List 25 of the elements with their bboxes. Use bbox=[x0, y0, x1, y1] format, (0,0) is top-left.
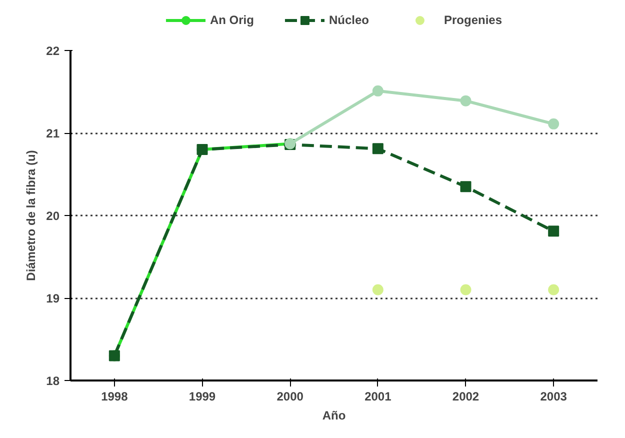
legend-label: Progenies bbox=[444, 13, 502, 27]
point bbox=[460, 284, 472, 296]
legend-label: Núcleo bbox=[328, 13, 369, 27]
y-axis-title: Diámetro de la fibra (u) bbox=[24, 150, 38, 281]
y-tick-label: 18 bbox=[46, 374, 60, 388]
x-tick-label: 2001 bbox=[364, 390, 392, 404]
x-tick-label: 1998 bbox=[101, 390, 128, 404]
x-tick-label: 2002 bbox=[452, 390, 480, 404]
x-axis-title: Año bbox=[322, 408, 346, 422]
x-tick-label: 1999 bbox=[188, 390, 216, 404]
y-tick-label: 20 bbox=[46, 209, 60, 223]
point bbox=[372, 284, 384, 296]
legend-label: An Orig bbox=[210, 13, 254, 27]
point bbox=[460, 95, 472, 106]
y-tick-label: 21 bbox=[46, 126, 60, 140]
y-tick-label: 22 bbox=[46, 44, 60, 58]
y-tick-label: 19 bbox=[46, 292, 60, 306]
x-tick-label: 2000 bbox=[276, 390, 304, 404]
point bbox=[372, 85, 384, 96]
point bbox=[460, 181, 472, 192]
point bbox=[548, 118, 560, 130]
point bbox=[548, 284, 560, 296]
x-tick-label: 2003 bbox=[540, 390, 568, 404]
point bbox=[372, 143, 384, 154]
point bbox=[548, 226, 560, 237]
